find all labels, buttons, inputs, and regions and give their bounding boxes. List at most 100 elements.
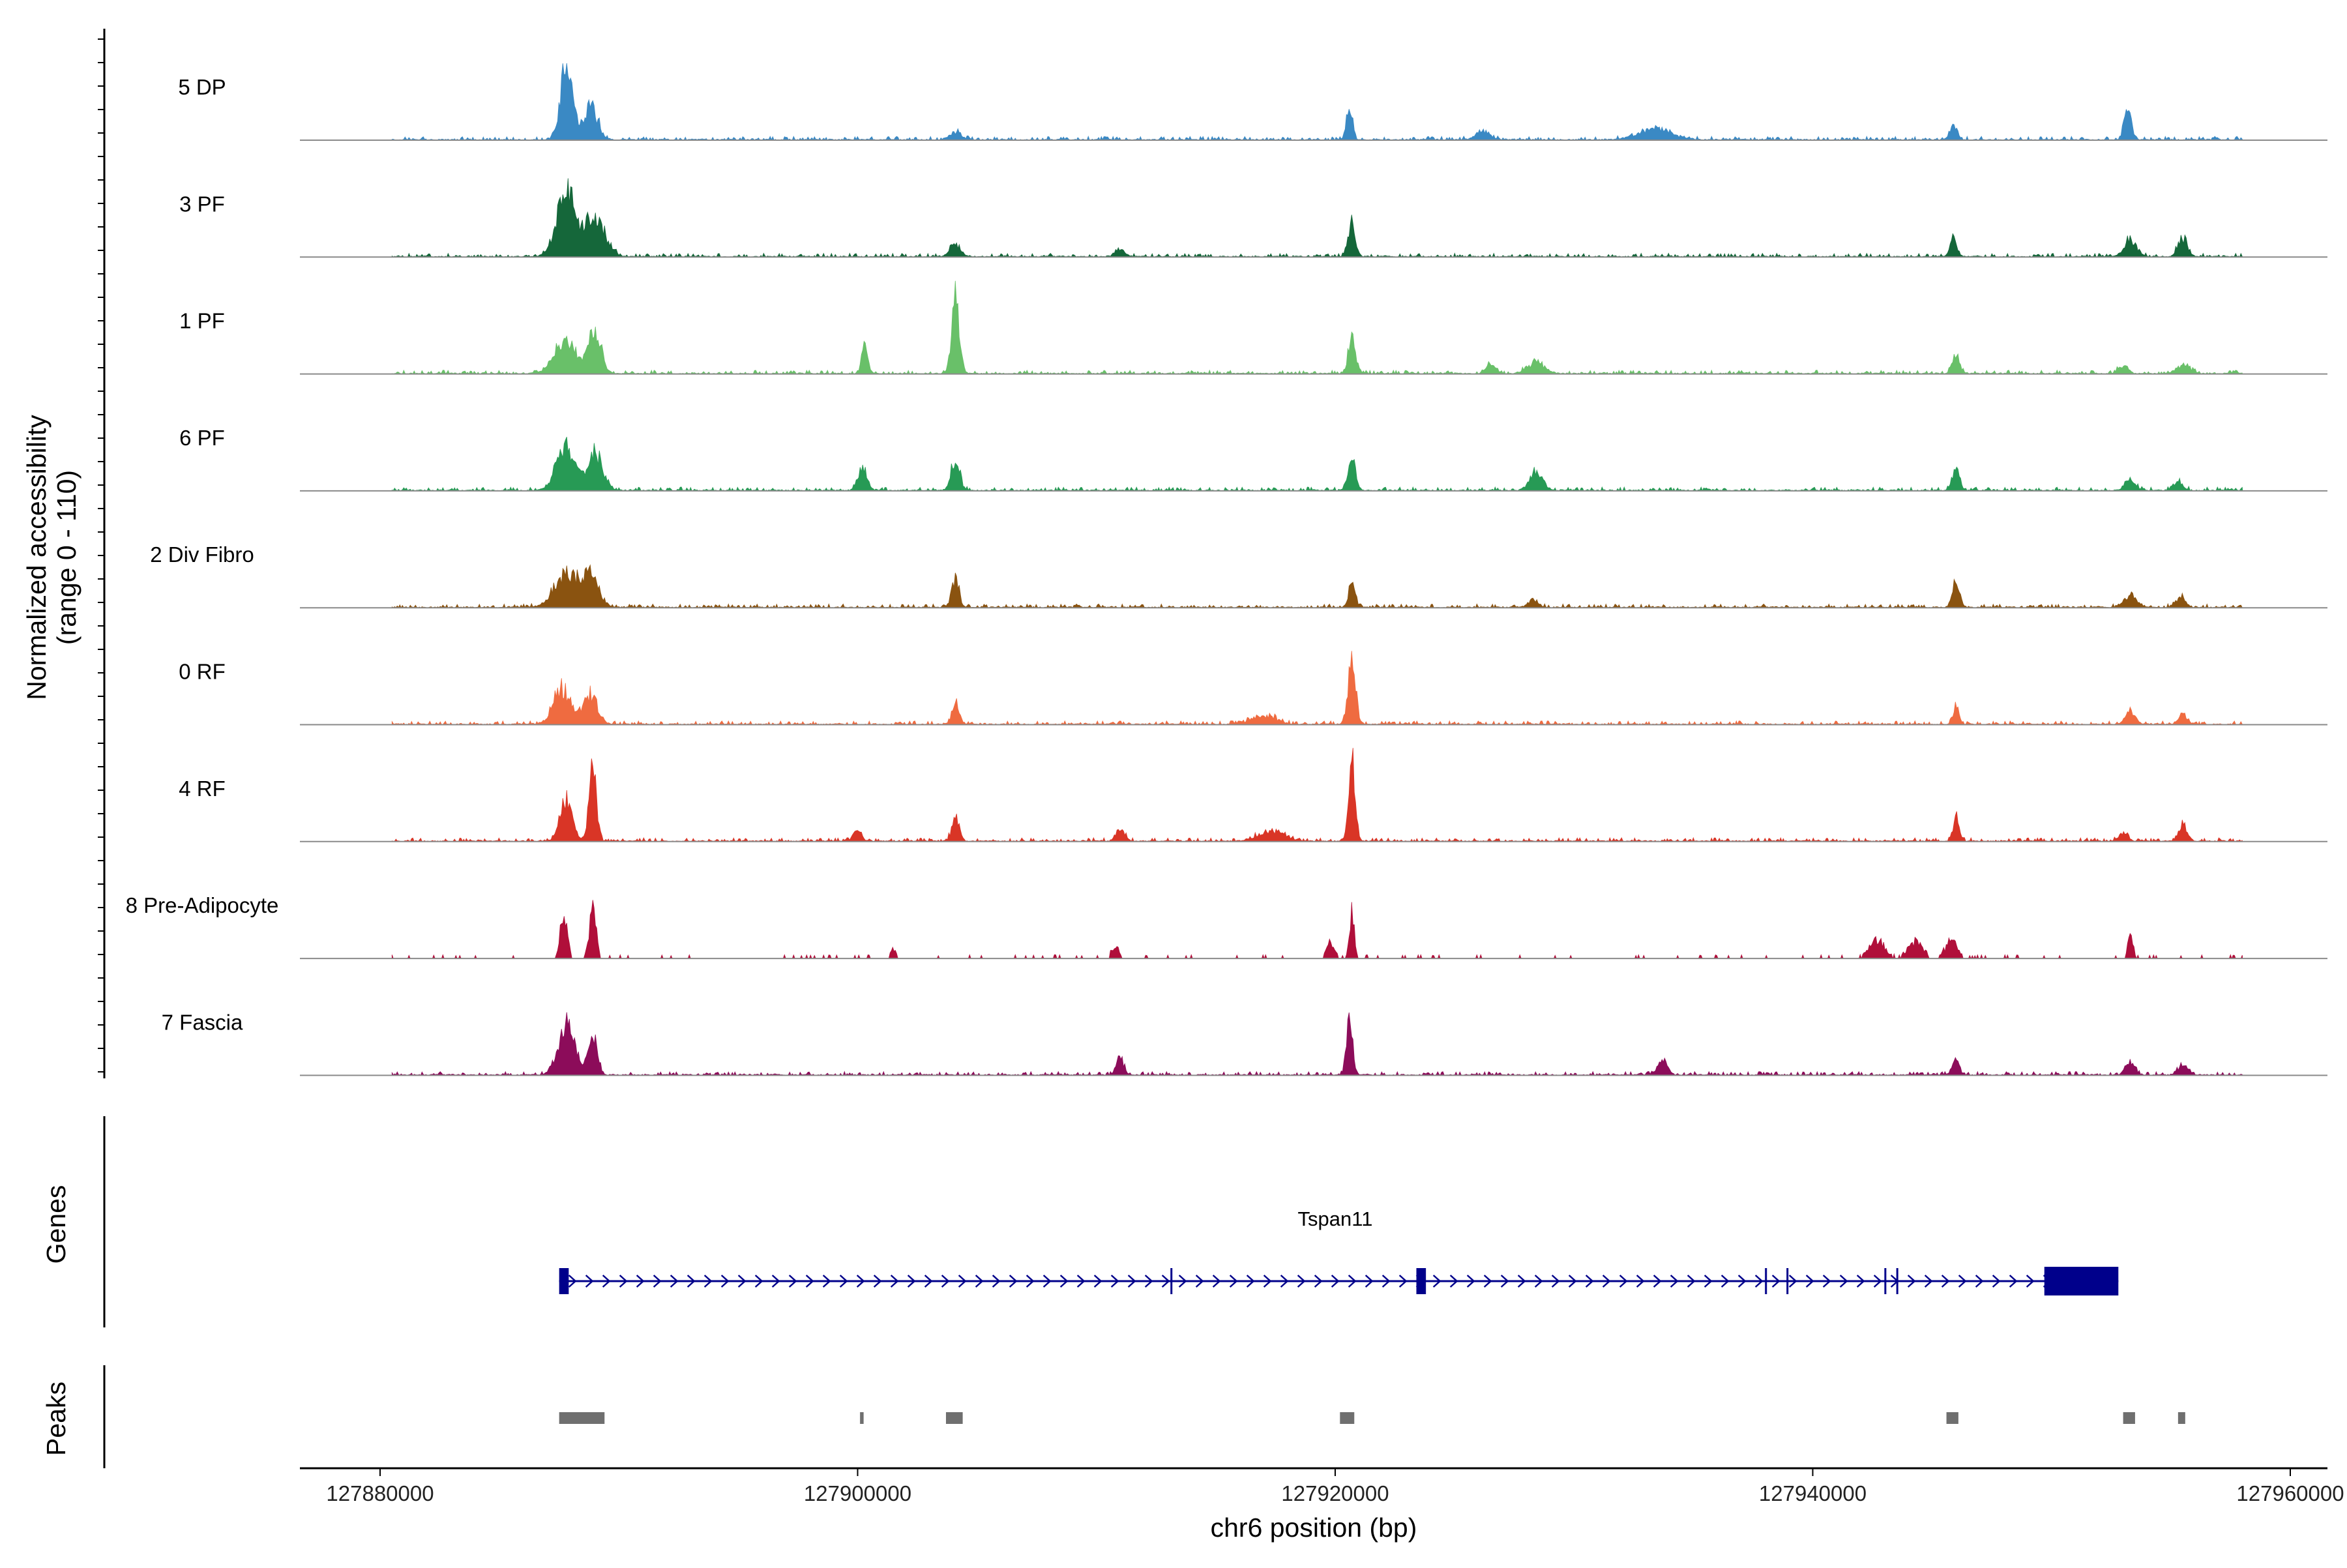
track-label: 3 PF <box>179 192 225 216</box>
strand-arrow <box>1432 1275 1441 1288</box>
strand-arrow <box>1585 1275 1594 1288</box>
strand-arrow <box>602 1275 611 1288</box>
peak-region <box>559 1412 605 1424</box>
track-0-rf: 0 RF <box>179 651 2327 726</box>
strand-arrow <box>585 1275 594 1288</box>
strand-arrow <box>941 1275 950 1288</box>
track-8-pre-adipocyte: 8 Pre-Adipocyte <box>126 893 2327 960</box>
strand-arrow <box>1907 1275 1916 1288</box>
strand-arrow <box>1822 1275 1831 1288</box>
coverage-area <box>391 1012 2243 1076</box>
strand-arrow <box>1500 1275 1509 1288</box>
strand-arrow <box>907 1275 916 1288</box>
strand-arrow <box>1059 1275 1069 1288</box>
strand-arrow <box>1280 1275 1289 1288</box>
x-tick-label: 127880000 <box>326 1481 434 1505</box>
strand-arrow <box>1297 1275 1306 1288</box>
track-label: 5 DP <box>178 75 226 99</box>
strand-arrow <box>1754 1275 1764 1288</box>
gene-exon <box>1884 1268 1887 1294</box>
strand-arrow <box>1873 1275 1882 1288</box>
strand-arrow <box>2009 1275 2018 1288</box>
strand-arrow <box>1737 1275 1747 1288</box>
track-4-rf: 4 RF <box>179 748 2327 842</box>
strand-arrow <box>1687 1275 1696 1288</box>
gene-exon <box>1765 1268 1767 1294</box>
coverage-area <box>391 437 2243 492</box>
strand-arrow <box>568 1275 577 1288</box>
strand-arrow <box>1348 1275 1357 1288</box>
strand-arrow <box>1009 1275 1018 1288</box>
strand-arrow <box>873 1275 882 1288</box>
gene-name-label: Tspan11 <box>1298 1207 1373 1230</box>
genes-panel-title: Genes <box>41 1185 71 1264</box>
strand-arrow <box>1449 1275 1458 1288</box>
x-tick-label: 127920000 <box>1281 1481 1389 1505</box>
strand-arrow <box>805 1275 814 1288</box>
peak-region <box>2123 1412 2135 1424</box>
track-5-dp: 5 DP <box>178 63 2327 141</box>
strand-arrow <box>1381 1275 1391 1288</box>
strand-arrow <box>1178 1275 1187 1288</box>
strand-arrow <box>1076 1275 1085 1288</box>
strand-arrow <box>2026 1275 2035 1288</box>
strand-arrow <box>992 1275 1001 1288</box>
strand-arrow <box>1314 1275 1323 1288</box>
strand-arrow <box>924 1275 933 1288</box>
strand-arrow <box>737 1275 746 1288</box>
x-axis-title: chr6 position (bp) <box>1211 1513 1417 1543</box>
gene-exon <box>1416 1268 1426 1294</box>
strand-arrow <box>636 1275 645 1288</box>
strand-arrow <box>1975 1275 1984 1288</box>
strand-arrow <box>1246 1275 1255 1288</box>
coverage-area <box>391 900 2243 960</box>
strand-arrow <box>1331 1275 1340 1288</box>
track-1-pf: 1 PF <box>179 280 2327 375</box>
gene-exon <box>1786 1268 1789 1294</box>
peaks-track <box>559 1412 2185 1424</box>
strand-arrow <box>1042 1275 1052 1288</box>
strand-arrow <box>1958 1275 1967 1288</box>
strand-arrow <box>1636 1275 1645 1288</box>
track-label: 0 RF <box>179 660 226 684</box>
track-3-pf: 3 PF <box>179 178 2327 258</box>
strand-arrow <box>771 1275 780 1288</box>
gene-track: Tspan11 <box>559 1207 2119 1295</box>
strand-arrow <box>1161 1275 1170 1288</box>
peak-region <box>1340 1412 1355 1424</box>
strand-arrow <box>1805 1275 1814 1288</box>
x-tick-label: 127900000 <box>804 1481 911 1505</box>
track-label: 1 PF <box>179 309 225 333</box>
coverage-area <box>391 564 2243 609</box>
strand-arrow <box>686 1275 696 1288</box>
strand-arrow <box>703 1275 713 1288</box>
strand-arrow <box>670 1275 679 1288</box>
strand-arrow <box>1229 1275 1238 1288</box>
strand-arrow <box>1466 1275 1475 1288</box>
accessibility-tracks: 5 DP 3 PF 1 PF 6 PF 2 Div Fibro 0 RF 4 RF 8 Pre… <box>126 63 2327 1076</box>
strand-arrow <box>1263 1275 1272 1288</box>
x-tick-label: 127960000 <box>2236 1481 2344 1505</box>
strand-arrow <box>958 1275 967 1288</box>
y-axis-title: Normalized accessibility <box>22 415 52 700</box>
strand-arrow <box>1093 1275 1102 1288</box>
gene-exon <box>1896 1268 1898 1294</box>
track-2-div-fibro: 2 Div Fibro <box>150 542 2327 609</box>
track-label: 6 PF <box>179 426 225 450</box>
strand-arrow <box>720 1275 730 1288</box>
strand-arrow <box>1534 1275 1543 1288</box>
strand-arrow <box>1602 1275 1611 1288</box>
strand-arrow <box>1517 1275 1526 1288</box>
strand-arrow <box>1398 1275 1408 1288</box>
x-tick-label: 127940000 <box>1759 1481 1867 1505</box>
coverage-area <box>391 280 2243 375</box>
strand-arrow <box>619 1275 628 1288</box>
strand-arrow <box>975 1275 984 1288</box>
gene-exon <box>1170 1268 1173 1294</box>
strand-arrow <box>1619 1275 1628 1288</box>
peak-region <box>1946 1412 1958 1424</box>
strand-arrow <box>1568 1275 1577 1288</box>
strand-arrow <box>890 1275 899 1288</box>
peaks-panel-title: Peaks <box>41 1382 71 1456</box>
